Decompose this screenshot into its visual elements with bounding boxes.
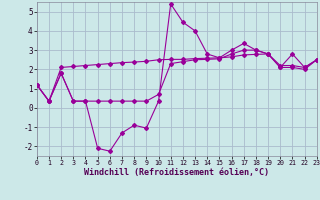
X-axis label: Windchill (Refroidissement éolien,°C): Windchill (Refroidissement éolien,°C) (84, 168, 269, 177)
